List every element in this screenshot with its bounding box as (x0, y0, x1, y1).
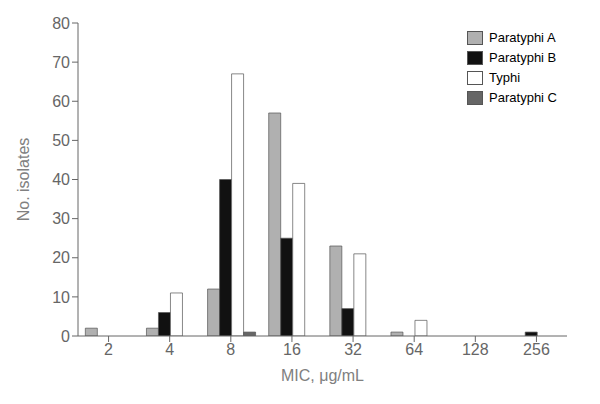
svg-text:40: 40 (52, 171, 70, 188)
svg-text:2: 2 (104, 341, 113, 358)
html-text:Paratyphi C: Paratyphi C (489, 90, 557, 105)
svg-text:60: 60 (52, 93, 70, 110)
svg-text:MIC, μg/mL: MIC, μg/mL (281, 367, 364, 384)
svg-text:256: 256 (523, 341, 550, 358)
svg-text:8: 8 (226, 341, 235, 358)
html-text:Typhi: Typhi (489, 70, 521, 85)
svg-text:No. isolates: No. isolates (15, 138, 32, 222)
svg-text:30: 30 (52, 210, 70, 227)
svg-text:50: 50 (52, 132, 70, 149)
svg-text:70: 70 (52, 54, 70, 71)
html-text:Paratyphi A: Paratyphi A (489, 30, 556, 45)
svg-text:20: 20 (52, 249, 70, 266)
svg-text:32: 32 (344, 341, 362, 358)
svg-text:80: 80 (52, 15, 70, 32)
svg-text:64: 64 (405, 341, 423, 358)
svg-text:128: 128 (462, 341, 489, 358)
html-text:Paratyphi B: Paratyphi B (489, 50, 557, 65)
svg-text:16: 16 (283, 341, 301, 358)
svg-text:0: 0 (61, 328, 70, 345)
svg-text:4: 4 (165, 341, 174, 358)
svg-text:10: 10 (52, 289, 70, 306)
